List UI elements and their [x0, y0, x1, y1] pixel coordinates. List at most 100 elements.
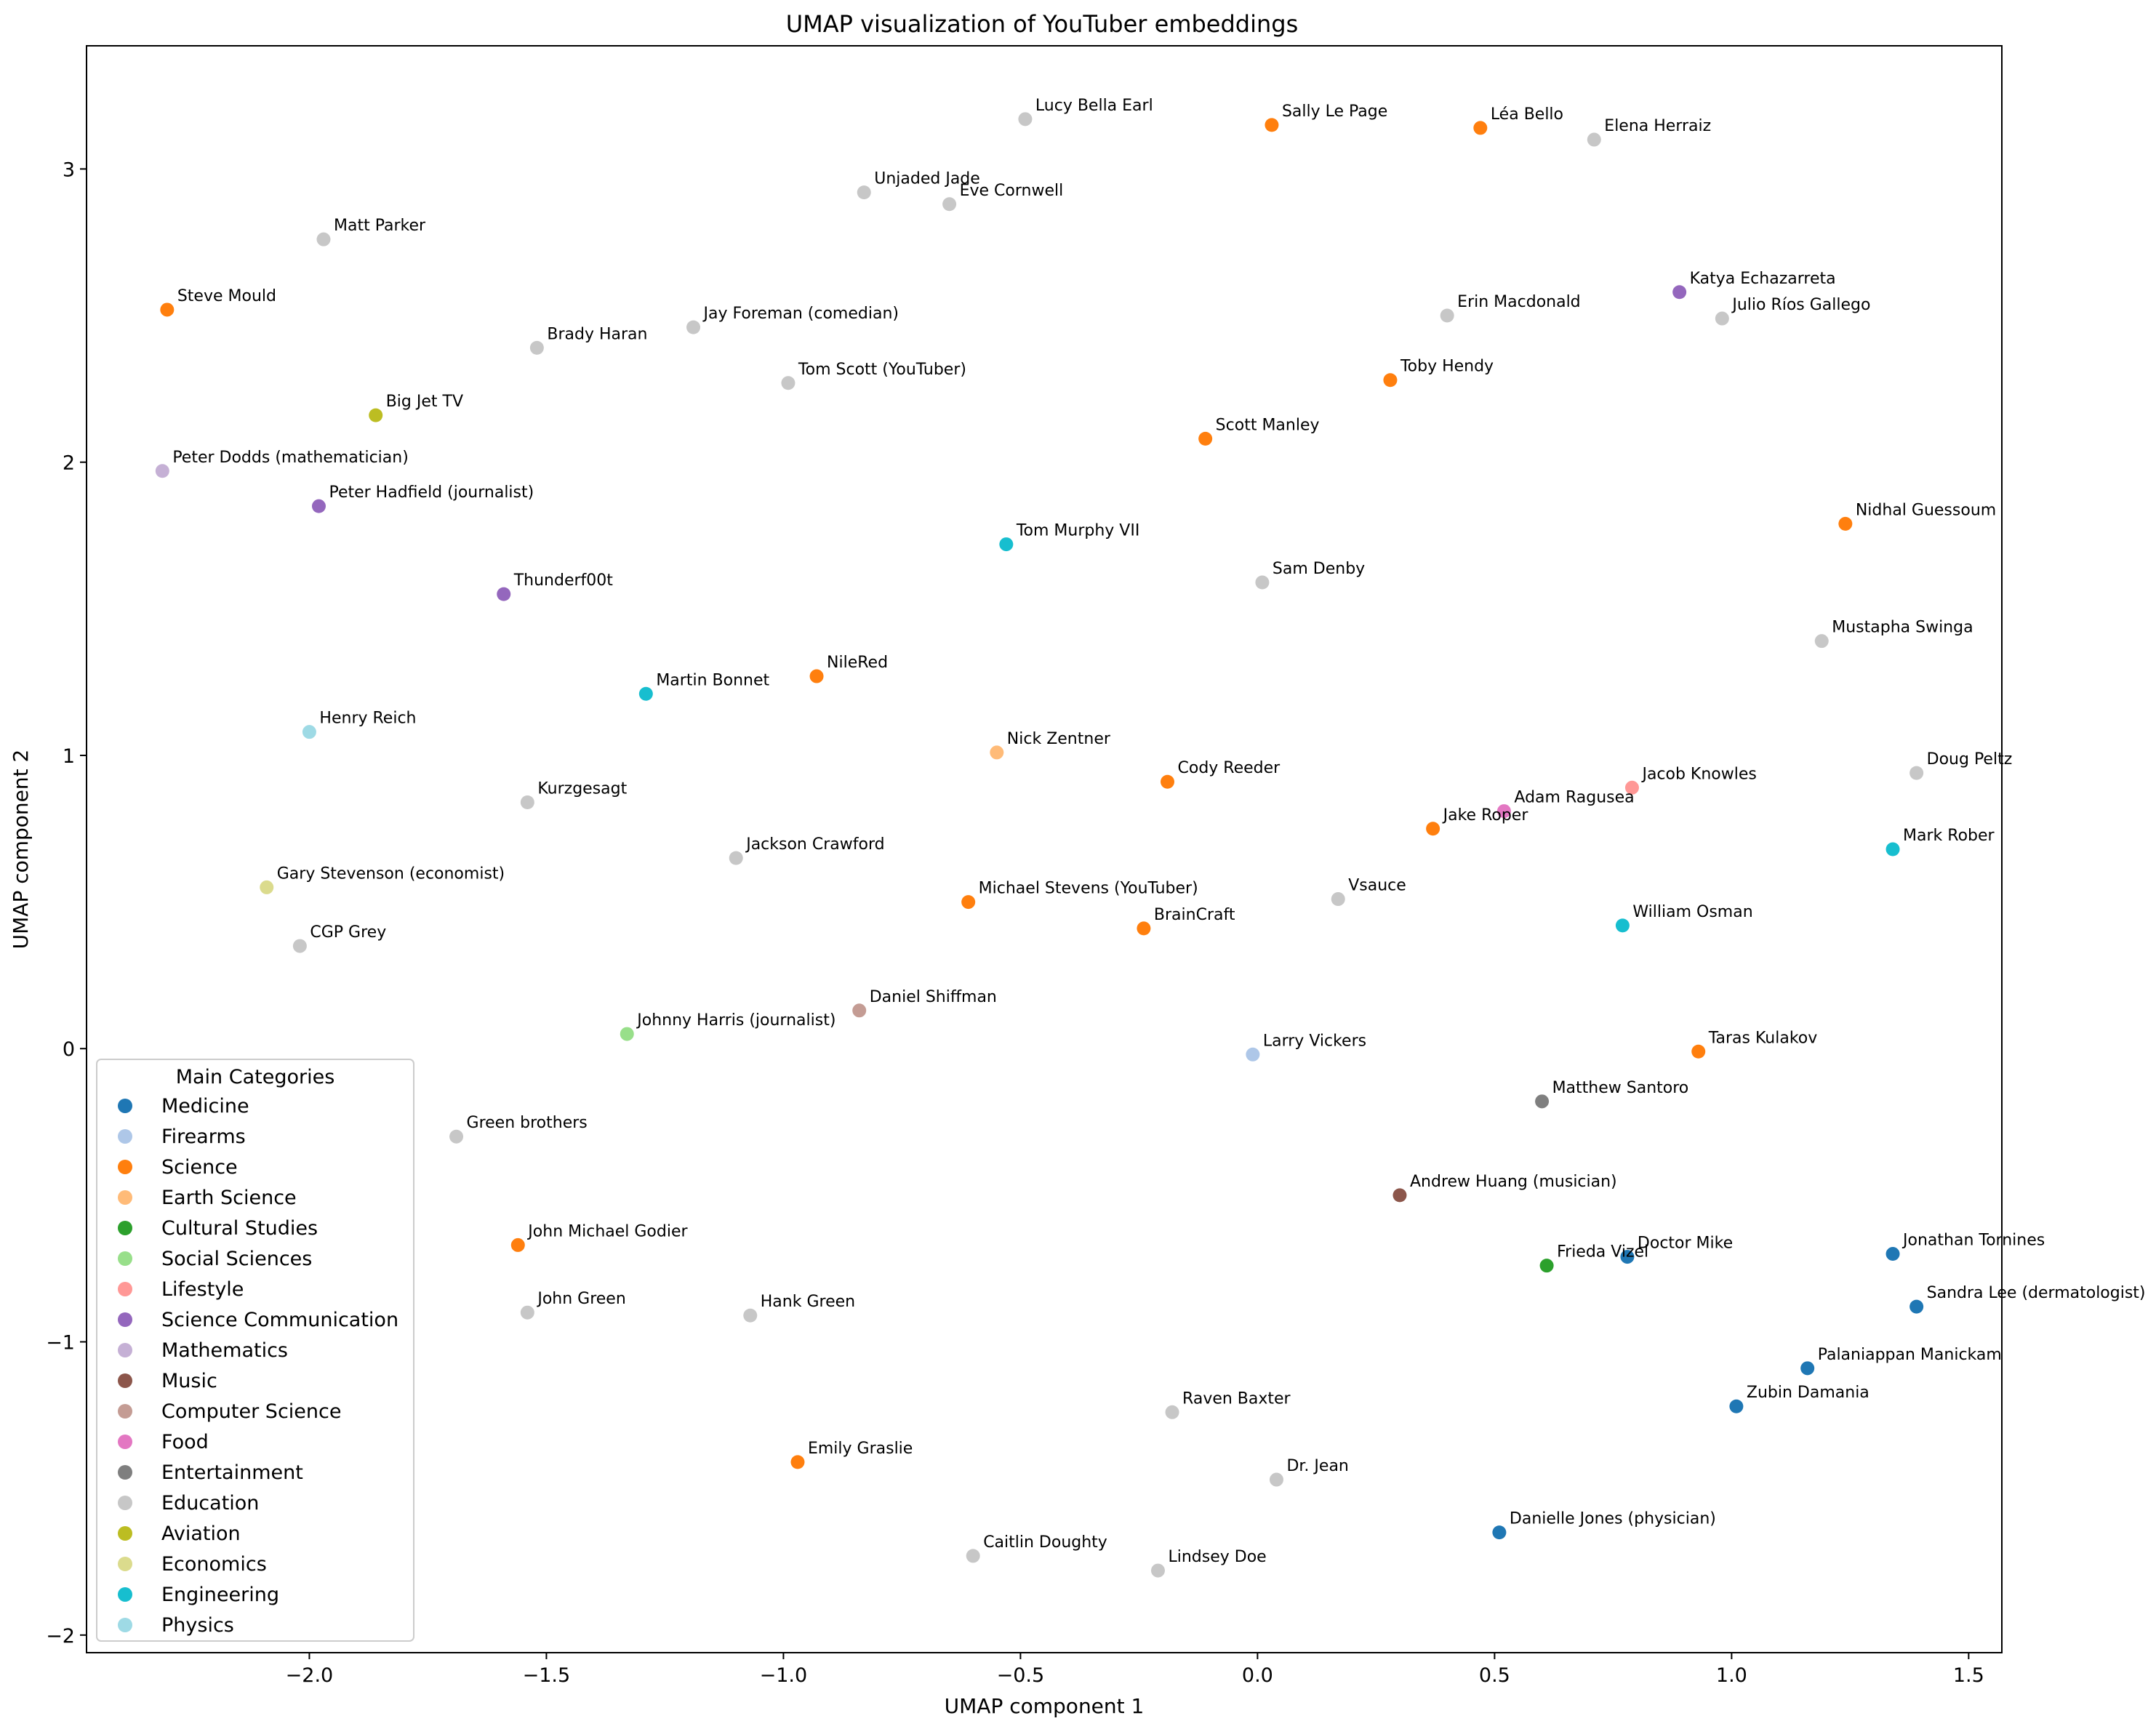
legend-label-mathematics: Mathematics	[161, 1339, 288, 1362]
point-kurzgesagt	[520, 795, 534, 809]
y-axis: −2 −1 0 1 2 3	[46, 159, 87, 1648]
legend-marker-lifestyle	[118, 1282, 132, 1296]
point-sandra-lee-dermatologist	[1909, 1299, 1924, 1314]
legend-marker-physics	[118, 1618, 132, 1632]
labels-layer: Lucy Bella Earl Sally Le Page Léa Bello Ele…	[172, 97, 2145, 1566]
point-sally-le-page	[1265, 118, 1279, 132]
point-label-tom-scott-youtuber: Tom Scott (YouTuber)	[798, 361, 966, 379]
y-tick-label: 3	[63, 159, 75, 181]
point-label-michael-stevens-youtuber: Michael Stevens (YouTuber)	[979, 880, 1198, 898]
point-sam-denby	[1255, 575, 1270, 590]
point-nilered	[809, 669, 824, 683]
points-layer	[155, 112, 1924, 1578]
point-label-andrew-huang-musician: Andrew Huang (musician)	[1410, 1173, 1617, 1191]
point-jonathan-tornines	[1886, 1247, 1900, 1261]
point-label-cody-reeder: Cody Reeder	[1178, 759, 1281, 777]
point-peter-dodds-mathematician	[155, 464, 169, 478]
point-michael-stevens-youtuber	[961, 895, 976, 910]
point-label-nick-zentner: Nick Zentner	[1007, 730, 1111, 748]
legend-label-medicine: Medicine	[161, 1095, 249, 1118]
x-tick-label: −1.5	[523, 1664, 571, 1687]
point-label-larry-vickers: Larry Vickers	[1263, 1032, 1366, 1050]
legend-marker-music	[118, 1373, 132, 1388]
point-john-michael-godier	[510, 1237, 525, 1252]
legend-label-computer-science: Computer Science	[161, 1400, 341, 1423]
legend-label-music: Music	[161, 1370, 217, 1392]
point-label-jacob-knowles: Jacob Knowles	[1640, 765, 1756, 783]
point-label-matt-parker: Matt Parker	[334, 217, 426, 235]
legend-label-education: Education	[161, 1492, 259, 1515]
legend-label-entertainment: Entertainment	[161, 1461, 303, 1484]
point-label-sam-denby: Sam Denby	[1273, 560, 1365, 578]
point-mark-rober	[1886, 842, 1900, 857]
legend-marker-engineering	[118, 1587, 132, 1602]
point-label-mustapha-swinga: Mustapha Swinga	[1832, 619, 1973, 637]
y-tick-label: −1	[46, 1332, 75, 1355]
point-henry-reich	[302, 725, 316, 739]
point-zubin-damania	[1729, 1399, 1744, 1413]
point-william-osman	[1615, 918, 1630, 933]
x-tick-label: −2.0	[286, 1664, 334, 1687]
point-label-l-a-bello: Léa Bello	[1491, 105, 1563, 124]
x-tick-label: 0.5	[1479, 1664, 1510, 1687]
point-elena-herraiz	[1587, 132, 1601, 147]
point-green-brothers	[449, 1129, 464, 1144]
point-taras-kulakov	[1691, 1044, 1706, 1059]
point-label-caitlin-doughty: Caitlin Doughty	[983, 1533, 1107, 1552]
legend-marker-aviation	[118, 1526, 132, 1541]
point-label-braincraft: BrainCraft	[1154, 906, 1235, 924]
point-matt-parker	[316, 232, 331, 246]
legend-label-aviation: Aviation	[161, 1523, 241, 1545]
point-label-danielle-jones-physician: Danielle Jones (physician)	[1510, 1510, 1716, 1528]
point-label-katya-echazarreta: Katya Echazarreta	[1690, 270, 1836, 288]
legend-label-physics: Physics	[161, 1614, 234, 1637]
point-julio-r-os-gallego	[1715, 311, 1729, 326]
y-tick-label: −2	[46, 1625, 75, 1648]
point-hank-green	[743, 1308, 758, 1323]
point-jake-roper	[1426, 822, 1440, 836]
point-label-jake-roper: Jake Roper	[1442, 806, 1529, 825]
point-label-dr-jean: Dr. Jean	[1286, 1457, 1348, 1475]
point-cody-reeder	[1161, 774, 1175, 789]
legend-label-food: Food	[161, 1431, 209, 1453]
point-danielle-jones-physician	[1492, 1525, 1507, 1540]
point-brady-haran	[529, 340, 544, 355]
legend-label-engineering: Engineering	[161, 1584, 279, 1606]
point-label-vsauce: Vsauce	[1348, 877, 1406, 895]
point-emily-graslie	[790, 1455, 805, 1469]
point-label-lindsey-doe: Lindsey Doe	[1168, 1548, 1266, 1566]
point-martin-bonnet	[638, 686, 653, 701]
point-daniel-shiffman	[852, 1003, 867, 1018]
point-label-jonathan-tornines: Jonathan Tornines	[1901, 1232, 2045, 1250]
point-label-doctor-mike: Doctor Mike	[1638, 1235, 1733, 1253]
point-label-nilered: NileRed	[827, 654, 888, 672]
point-braincraft	[1137, 921, 1151, 936]
y-axis-label: UMAP component 2	[9, 750, 33, 950]
point-frieda-vizel	[1539, 1259, 1554, 1273]
point-label-martin-bonnet: Martin Bonnet	[656, 671, 769, 689]
point-label-matthew-santoro: Matthew Santoro	[1552, 1079, 1689, 1097]
legend-label-cultural-studies: Cultural Studies	[161, 1217, 318, 1240]
point-label-mark-rober: Mark Rober	[1903, 827, 1995, 845]
point-jacob-knowles	[1624, 780, 1639, 795]
point-scott-manley	[1198, 431, 1213, 446]
point-unjaded-jade	[857, 185, 871, 200]
point-mustapha-swinga	[1814, 634, 1829, 649]
point-label-eve-cornwell: Eve Cornwell	[960, 182, 1064, 200]
y-tick-label: 2	[63, 452, 75, 475]
point-nidhal-guessoum	[1838, 516, 1853, 531]
point-gary-stevenson-economist	[260, 880, 274, 894]
point-label-erin-macdonald: Erin Macdonald	[1457, 293, 1580, 311]
legend-marker-computer-science	[118, 1404, 132, 1419]
point-big-jet-tv	[369, 408, 383, 422]
point-label-john-green: John Green	[536, 1290, 625, 1308]
point-label-kurzgesagt: Kurzgesagt	[537, 779, 627, 798]
point-label-nidhal-guessoum: Nidhal Guessoum	[1856, 501, 1996, 519]
point-larry-vickers	[1246, 1047, 1260, 1062]
point-tom-murphy-vii	[999, 537, 1014, 552]
point-katya-echazarreta	[1672, 285, 1687, 300]
legend-marker-medicine	[118, 1099, 132, 1113]
point-label-henry-reich: Henry Reich	[319, 710, 416, 728]
point-raven-baxter	[1165, 1405, 1179, 1419]
